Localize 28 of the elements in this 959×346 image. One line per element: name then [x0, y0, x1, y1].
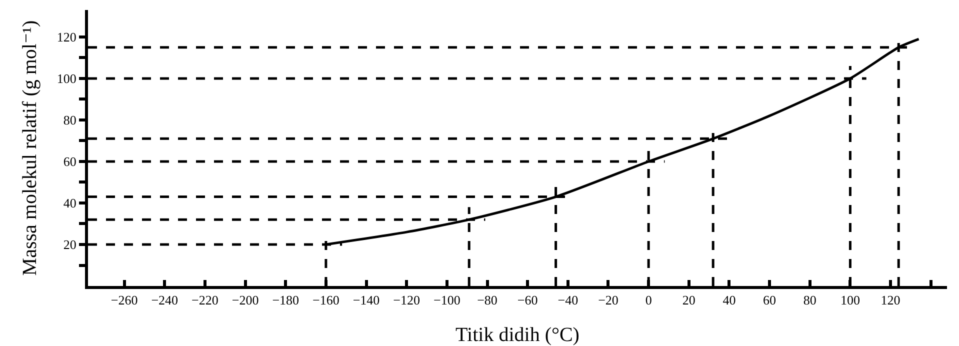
- x-axis-title: Titik didih (°C): [456, 324, 580, 346]
- x-tick-label: −260: [110, 292, 138, 308]
- x-tick-label: −240: [151, 292, 178, 308]
- x-tick-label: 120: [880, 292, 900, 308]
- x-tick-label: −140: [352, 292, 380, 308]
- x-tick-label: 100: [840, 292, 860, 308]
- x-tick-label: 20: [682, 292, 696, 308]
- x-tick-label: −80: [477, 292, 498, 308]
- y-tick-label: 40: [63, 196, 76, 211]
- x-tick-label: −20: [598, 292, 618, 308]
- y-tick-label: 60: [63, 154, 76, 170]
- x-tick-label: −100: [434, 292, 460, 308]
- x-tick-label: −120: [393, 292, 420, 308]
- y-tick-label: 80: [63, 112, 76, 128]
- x-tick-label: −180: [272, 292, 300, 308]
- y-tick-label: 100: [56, 71, 76, 86]
- x-tick-label: 0: [645, 292, 652, 308]
- x-tick-label: −60: [517, 292, 538, 308]
- y-tick-label: 20: [63, 237, 76, 252]
- x-tick-label: 40: [722, 292, 736, 308]
- x-tick-label: −40: [558, 292, 578, 308]
- y-tick-label: 120: [56, 30, 76, 45]
- x-tick-label: −220: [192, 292, 218, 308]
- x-tick-label: 80: [803, 292, 816, 308]
- x-tick-label: −160: [312, 292, 340, 308]
- x-tick-label: −200: [232, 292, 259, 308]
- x-tick-label: 60: [763, 292, 776, 308]
- y-axis-title: Massa molekul relatif (g mol⁻¹): [19, 20, 41, 276]
